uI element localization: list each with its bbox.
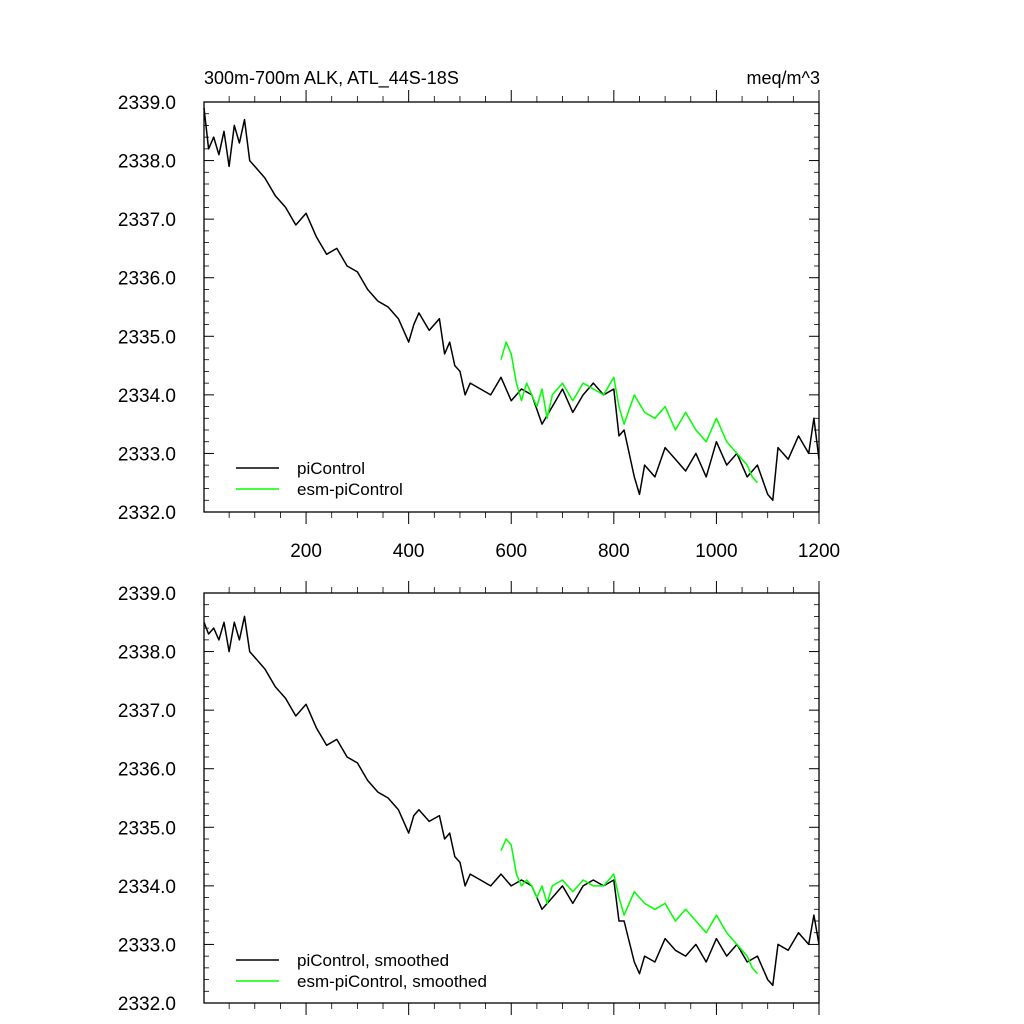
y-tick-label: 2333.0 bbox=[118, 444, 176, 465]
y-tick-label: 2332.0 bbox=[118, 994, 176, 1015]
x-tick-label: 600 bbox=[495, 541, 527, 562]
y-tick-label: 2334.0 bbox=[118, 386, 176, 407]
y-tick-label: 2335.0 bbox=[118, 818, 176, 839]
series-line-picontrol bbox=[203, 107, 820, 502]
legend-label-picontrol: piControl bbox=[297, 459, 365, 478]
x-tick-label: 1000 bbox=[695, 541, 737, 562]
y-tick-label: 2334.0 bbox=[118, 877, 176, 898]
legend-label-esm-picontrol: esm-piControl bbox=[297, 480, 403, 499]
legend-label-picontrol-smoothed: piControl, smoothed bbox=[297, 951, 449, 970]
series-line-picontrol-smoothed bbox=[203, 615, 820, 987]
plot-frame-top bbox=[203, 101, 820, 513]
axis-ticks-top: 2332.0 2333.0 2334.0 2335.0 2336.0 2337.0 2338… bbox=[118, 90, 840, 562]
y-tick-label: 2336.0 bbox=[118, 760, 176, 781]
y-tick-label: 2333.0 bbox=[118, 935, 176, 956]
series-group-bottom bbox=[203, 615, 820, 987]
y-tick-label: 2337.0 bbox=[118, 210, 176, 231]
series-group-top bbox=[203, 107, 820, 502]
x-tick-label: 200 bbox=[290, 541, 322, 562]
series-line-esm-picontrol bbox=[500, 341, 758, 484]
y-tick-label: 2332.0 bbox=[118, 503, 176, 524]
y-tick-label: 2337.0 bbox=[118, 701, 176, 722]
legend-bottom: piControl, smoothed esm-piControl, smoot… bbox=[236, 951, 487, 991]
y-tick-label: 2335.0 bbox=[118, 327, 176, 348]
axis-ticks-bottom: 2332.0 2333.0 2334.0 2335.0 2336.0 2337.0 2338… bbox=[118, 581, 820, 1015]
y-tick-label: 2339.0 bbox=[118, 584, 176, 605]
x-tick-label: 400 bbox=[393, 541, 425, 562]
y-tick-label: 2338.0 bbox=[118, 643, 176, 664]
y-tick-label: 2336.0 bbox=[118, 269, 176, 290]
chart-units: meq/m^3 bbox=[747, 68, 820, 88]
series-line-esm-picontrol-smoothed bbox=[500, 838, 758, 975]
x-tick-label: 800 bbox=[598, 541, 630, 562]
legend-top: piControl esm-piControl bbox=[236, 459, 403, 499]
legend-label-esm-picontrol-smoothed: esm-piControl, smoothed bbox=[297, 972, 487, 991]
chart-title: 300m-700m ALK, ATL_44S-18S bbox=[204, 68, 459, 89]
x-tick-label: 1200 bbox=[798, 541, 840, 562]
y-tick-label: 2339.0 bbox=[118, 93, 176, 114]
y-tick-label: 2338.0 bbox=[118, 152, 176, 173]
plot-frame-bottom bbox=[203, 592, 820, 1004]
